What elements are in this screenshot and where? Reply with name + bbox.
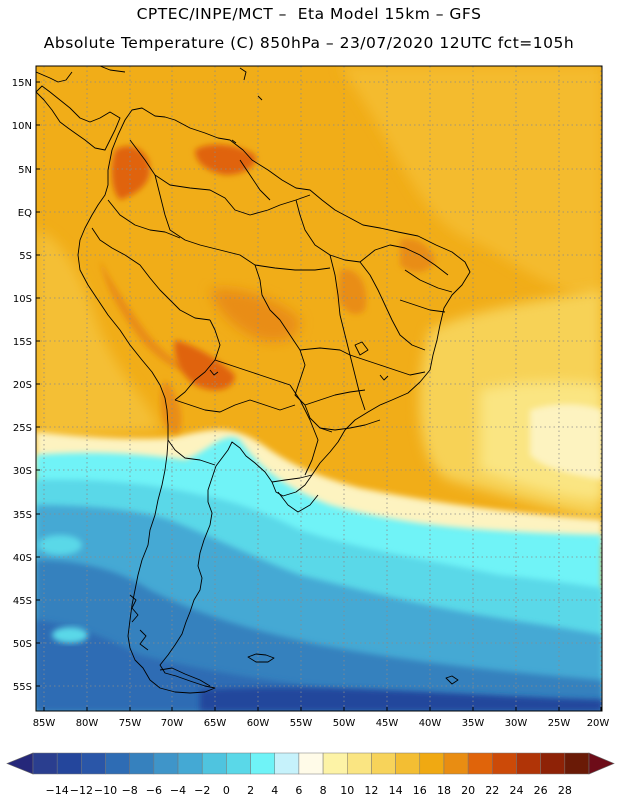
colorbar-swatch <box>467 752 493 775</box>
colorbar-labels: −14 −12 −10 −8 −6 −4 −2 0 2 4 6 8 10 12 14 16 18 20 22 24 26… <box>46 784 572 797</box>
lon-label: 70W <box>161 718 184 729</box>
lon-ticks <box>43 707 602 711</box>
colorbar-level-label: −14 <box>46 784 69 797</box>
colorbar-level-label: 2 <box>247 784 254 797</box>
lat-label: 50S <box>13 639 32 650</box>
colorbar-level-label: 20 <box>461 784 475 797</box>
colorbar-level-label: 8 <box>320 784 327 797</box>
colorbar-level-label: −4 <box>170 784 186 797</box>
colorbar-swatch <box>540 752 566 775</box>
colorbar-swatch <box>347 752 372 775</box>
lon-label: 35W <box>462 718 485 729</box>
colorbar-swatch <box>492 752 517 775</box>
colorbar-swatch <box>56 752 82 775</box>
lat-label: 15S <box>13 337 32 348</box>
colorbar-swatch <box>419 752 445 775</box>
colorbar-swatch <box>516 752 541 775</box>
colorbar-level-label: 18 <box>437 784 451 797</box>
colorbar-level-label: −2 <box>194 784 210 797</box>
colorbar-swatch <box>129 752 155 775</box>
colorbar-level-label: 28 <box>558 784 572 797</box>
colorbar-swatch <box>201 752 227 775</box>
lon-label: 60W <box>247 718 270 729</box>
colorbar-swatch <box>81 752 106 775</box>
map-frame <box>35 65 603 712</box>
colorbar-level-label: −6 <box>146 784 162 797</box>
lon-label: 50W <box>333 718 356 729</box>
colorbar-swatch <box>177 752 203 775</box>
map-title-variable: Absolute Temperature (C) 850hPa – 23/07/… <box>43 34 575 52</box>
lon-label: 25W <box>548 718 571 729</box>
lon-label: 85W <box>33 718 56 729</box>
colorbar-max-arrow <box>588 752 615 775</box>
lat-label: 5N <box>18 165 32 176</box>
colorbar-level-label: 6 <box>295 784 302 797</box>
colorbar-swatch <box>395 752 421 775</box>
colorbar-level-label: 16 <box>413 784 427 797</box>
colorbar-level-label: 26 <box>534 784 548 797</box>
colorbar-level-label: −12 <box>70 784 93 797</box>
colorbar-swatch <box>371 752 396 775</box>
lat-label: 25S <box>13 423 32 434</box>
lon-label: 65W <box>204 718 227 729</box>
colorbar-level-label: 4 <box>271 784 278 797</box>
colorbar-swatch <box>443 752 469 775</box>
colorbar-level-label: 24 <box>509 784 523 797</box>
colorbar-min-arrow <box>6 752 34 775</box>
temperature-colorbar: −14 −12 −10 −8 −6 −4 −2 0 2 4 6 8 10 12 14 16 18 20 22 24 26… <box>6 752 615 797</box>
colorbar-level-label: 12 <box>364 784 378 797</box>
temperature-map: 15N 10N 5N EQ 5S 10S 15S 20S 25S 30S 35S… <box>12 65 610 729</box>
lat-label: 20S <box>13 380 32 391</box>
colorbar-swatch <box>564 752 590 775</box>
lat-label: 15N <box>12 78 32 89</box>
lon-label: 75W <box>119 718 142 729</box>
lat-label: 40S <box>13 553 32 564</box>
colorbar-swatch <box>322 752 348 775</box>
colorbar-level-label: 14 <box>389 784 403 797</box>
colorbar-swatch <box>274 752 300 775</box>
lat-label: 5S <box>19 251 32 262</box>
coastlines <box>36 66 471 694</box>
lat-label: EQ <box>18 208 32 219</box>
lat-ticks <box>36 81 40 687</box>
map-title-source: CPTEC/INPE/MCT – Eta Model 15km – GFS <box>136 5 482 23</box>
colorbar-swatch <box>226 752 251 775</box>
lat-label: 55S <box>13 682 32 693</box>
lat-label: 35S <box>13 510 32 521</box>
lat-label: 45S <box>13 596 32 607</box>
colorbar-level-label: 10 <box>340 784 354 797</box>
colorbar-level-label: −8 <box>122 784 138 797</box>
temperature-field <box>36 66 602 711</box>
lon-label: 45W <box>376 718 399 729</box>
colorbar-level-label: −10 <box>94 784 117 797</box>
lat-label: 30S <box>13 466 32 477</box>
lon-label: 30W <box>505 718 528 729</box>
lon-labels: 85W 80W 75W 70W 65W 60W 55W 50W 45W 40W … <box>33 718 610 729</box>
colorbar-swatch <box>250 752 275 775</box>
colorbar-swatch <box>32 752 58 775</box>
lat-label: 10S <box>13 294 32 305</box>
lon-label: 80W <box>76 718 99 729</box>
colorbar-swatches <box>6 752 615 775</box>
colorbar-swatch <box>153 752 179 775</box>
colorbar-swatch <box>298 752 324 775</box>
lon-label: 40W <box>419 718 442 729</box>
colorbar-level-label: 22 <box>485 784 499 797</box>
lon-label: 55W <box>290 718 313 729</box>
colorbar-level-label: 0 <box>223 784 230 797</box>
lon-label: 20W <box>587 718 610 729</box>
colorbar-swatch <box>105 752 130 775</box>
lat-labels: 15N 10N 5N EQ 5S 10S 15S 20S 25S 30S 35S… <box>12 78 32 693</box>
lat-label: 10N <box>12 121 32 132</box>
